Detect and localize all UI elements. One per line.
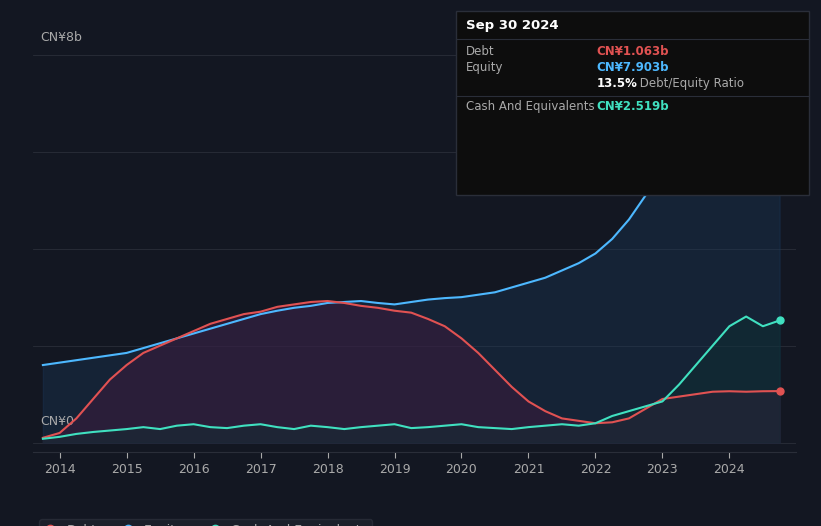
Text: 13.5%: 13.5%: [597, 77, 638, 90]
Text: Debt/Equity Ratio: Debt/Equity Ratio: [636, 77, 745, 90]
Text: Debt: Debt: [466, 45, 494, 58]
Text: CN¥7.903b: CN¥7.903b: [597, 61, 669, 74]
Text: Cash And Equivalents: Cash And Equivalents: [466, 100, 594, 114]
Legend: Debt, Equity, Cash And Equivalents: Debt, Equity, Cash And Equivalents: [39, 519, 373, 526]
Text: CN¥2.519b: CN¥2.519b: [597, 100, 669, 114]
Text: Sep 30 2024: Sep 30 2024: [466, 19, 558, 32]
Text: CN¥1.063b: CN¥1.063b: [597, 45, 669, 58]
Text: Equity: Equity: [466, 61, 503, 74]
Text: CN¥8b: CN¥8b: [40, 31, 82, 44]
Text: CN¥0: CN¥0: [40, 416, 75, 428]
